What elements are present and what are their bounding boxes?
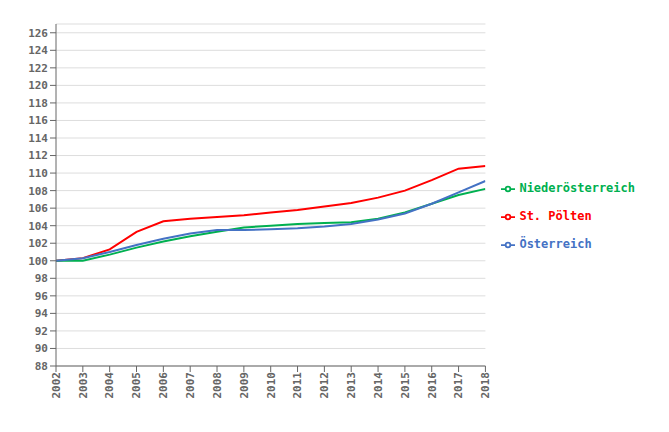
svg-text:108: 108 bbox=[28, 185, 48, 198]
svg-text:116: 116 bbox=[28, 114, 48, 127]
svg-text:2011: 2011 bbox=[291, 372, 304, 399]
svg-text:118: 118 bbox=[28, 97, 48, 110]
html-text:St. Pölten: St. Pölten bbox=[519, 209, 592, 223]
svg-text:2006: 2006 bbox=[157, 372, 170, 399]
svg-text:2008: 2008 bbox=[211, 372, 224, 399]
svg-text:110: 110 bbox=[28, 167, 48, 180]
svg-text:2014: 2014 bbox=[372, 372, 385, 399]
svg-text:2012: 2012 bbox=[318, 372, 331, 399]
svg-text:112: 112 bbox=[28, 149, 48, 162]
svg-text:122: 122 bbox=[28, 62, 48, 75]
svg-text:102: 102 bbox=[28, 237, 48, 250]
svg-text:100: 100 bbox=[28, 255, 48, 268]
svg-text:124: 124 bbox=[28, 44, 48, 57]
svg-text:2018: 2018 bbox=[479, 372, 492, 399]
svg-text:88: 88 bbox=[35, 360, 48, 373]
svg-text:90: 90 bbox=[35, 342, 48, 355]
svg-text:2015: 2015 bbox=[399, 372, 412, 399]
svg-text:2016: 2016 bbox=[426, 372, 439, 399]
svg-text:2013: 2013 bbox=[345, 372, 358, 399]
svg-text:2010: 2010 bbox=[265, 372, 278, 399]
svg-text:98: 98 bbox=[35, 272, 48, 285]
svg-text:2005: 2005 bbox=[130, 372, 143, 399]
html-text:Niederösterreich: Niederösterreich bbox=[519, 181, 635, 195]
svg-text:2007: 2007 bbox=[184, 372, 197, 399]
svg-text:2002: 2002 bbox=[50, 372, 63, 399]
svg-text:106: 106 bbox=[28, 202, 48, 215]
svg-text:120: 120 bbox=[28, 79, 48, 92]
svg-text:94: 94 bbox=[35, 307, 49, 320]
html-text:Österreich: Österreich bbox=[519, 237, 592, 251]
svg-text:2004: 2004 bbox=[103, 372, 116, 399]
svg-text:126: 126 bbox=[28, 27, 48, 40]
svg-text:2017: 2017 bbox=[452, 372, 465, 399]
svg-text:104: 104 bbox=[28, 220, 48, 233]
svg-text:92: 92 bbox=[35, 325, 48, 338]
svg-text:2003: 2003 bbox=[77, 372, 90, 399]
svg-text:114: 114 bbox=[28, 132, 48, 145]
svg-text:96: 96 bbox=[35, 290, 49, 303]
svg-text:2009: 2009 bbox=[238, 372, 251, 399]
